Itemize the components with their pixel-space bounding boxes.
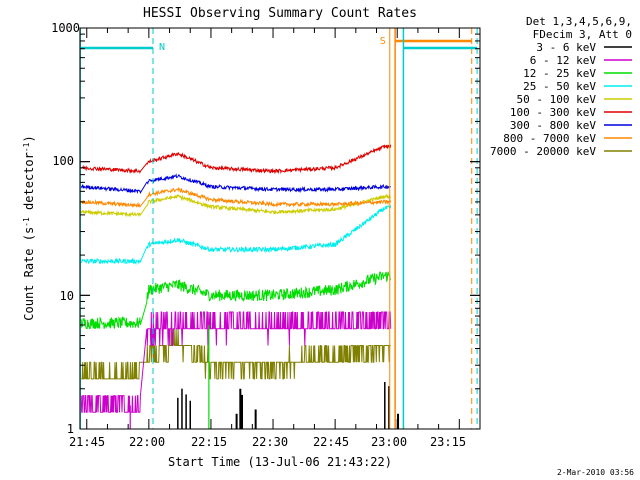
- x-tick-label-2200: 22:00: [129, 435, 165, 449]
- series-12-to-25kev-line: [80, 271, 392, 330]
- legend-label: 3 - 6 keV: [536, 41, 596, 54]
- series-25-to-50kev-line: [80, 204, 392, 266]
- legend-header-line-1: Det 1,3,4,5,6,9,: [526, 15, 632, 28]
- y-tick-label-10: 10: [60, 289, 74, 303]
- series-100-to-300kev-line: [80, 144, 392, 175]
- legend-label: 50 - 100 keV: [517, 93, 597, 106]
- legend-label: 300 - 800 keV: [510, 119, 596, 132]
- legend: Det 1,3,4,5,6,9, FDecim 3, Att 0 3 - 6 k…: [490, 15, 632, 158]
- x-tick-label-2315: 23:15: [430, 435, 466, 449]
- x-tick-label-2215: 22:15: [191, 435, 227, 449]
- x-axis-label: Start Time (13-Jul-06 21:43:22): [168, 455, 392, 469]
- y-tick-label-1000: 1000: [51, 21, 80, 35]
- tick-layer: [80, 27, 481, 430]
- legend-label: 6 - 12 keV: [530, 54, 597, 67]
- x-tick-label-2300: 23:00: [371, 435, 407, 449]
- legend-label: 12 - 25 keV: [523, 67, 596, 80]
- series-300-to-800kev-line: [80, 173, 392, 195]
- plot-frame: [79, 27, 481, 430]
- legend-label: 25 - 50 keV: [523, 80, 596, 93]
- x-tick-label-2245: 22:45: [313, 435, 349, 449]
- y-tick-label-100: 100: [52, 154, 74, 168]
- series-50-to-100kev-line: [80, 193, 392, 218]
- x-tick-label-2145: 21:45: [69, 435, 105, 449]
- chart-title: HESSI Observing Summary Count Rates: [143, 6, 417, 21]
- series-6-to-12kev-line: [80, 311, 392, 413]
- legend-label: 800 - 7000 keV: [503, 132, 596, 145]
- y-tick-label-1: 1: [67, 422, 74, 436]
- series-7000-to-20000kev-line: [81, 328, 391, 380]
- legend-label: 100 - 300 keV: [510, 106, 596, 119]
- series-800-to-7000kev-line: [80, 187, 392, 209]
- footer-date: 2-Mar-2010 03:56: [557, 468, 634, 477]
- x-tick-label-2230: 22:30: [252, 435, 288, 449]
- night-marker-label: N: [159, 42, 165, 53]
- saa-marker-label: S: [380, 36, 386, 47]
- y-axis-label: Count Rate (s-1 detector-1): [22, 135, 36, 320]
- series-layer: [80, 144, 400, 429]
- legend-header-line-2: FDecim 3, Att 0: [533, 28, 632, 41]
- legend-label: 7000 - 20000 keV: [490, 145, 596, 158]
